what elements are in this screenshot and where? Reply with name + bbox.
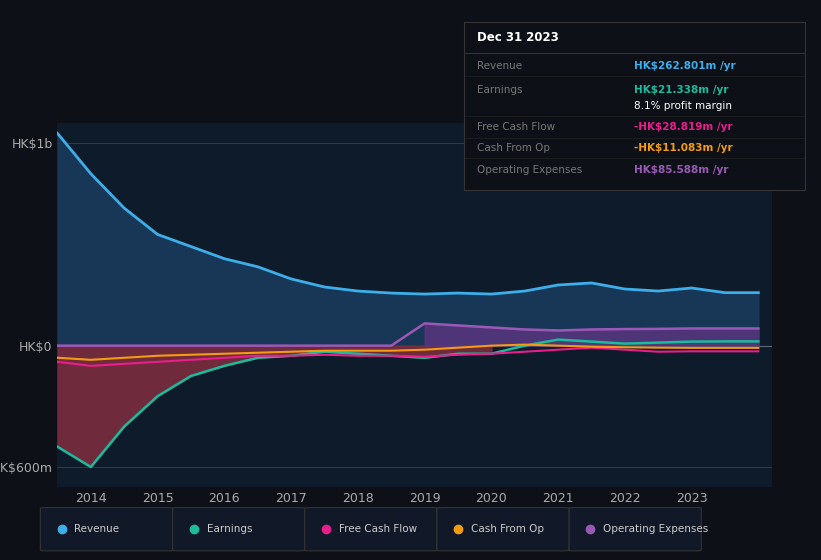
Text: HK$85.588m /yr: HK$85.588m /yr — [635, 165, 728, 175]
Text: Dec 31 2023: Dec 31 2023 — [478, 31, 559, 44]
Text: Cash From Op: Cash From Op — [478, 143, 551, 153]
Text: Earnings: Earnings — [207, 524, 252, 534]
Text: Revenue: Revenue — [75, 524, 120, 534]
Text: Operating Expenses: Operating Expenses — [603, 524, 709, 534]
FancyBboxPatch shape — [569, 507, 701, 551]
Text: Cash From Op: Cash From Op — [471, 524, 544, 534]
FancyBboxPatch shape — [172, 507, 305, 551]
Text: HK$262.801m /yr: HK$262.801m /yr — [635, 61, 736, 71]
Text: Free Cash Flow: Free Cash Flow — [339, 524, 417, 534]
Text: HK$21.338m /yr: HK$21.338m /yr — [635, 85, 728, 95]
FancyBboxPatch shape — [305, 507, 437, 551]
Text: -HK$28.819m /yr: -HK$28.819m /yr — [635, 122, 732, 132]
Text: Operating Expenses: Operating Expenses — [478, 165, 583, 175]
FancyBboxPatch shape — [40, 507, 172, 551]
Text: Free Cash Flow: Free Cash Flow — [478, 122, 556, 132]
Text: 8.1% profit margin: 8.1% profit margin — [635, 101, 732, 111]
Text: Revenue: Revenue — [478, 61, 523, 71]
FancyBboxPatch shape — [437, 507, 569, 551]
Text: -HK$11.083m /yr: -HK$11.083m /yr — [635, 143, 733, 153]
Text: Earnings: Earnings — [478, 85, 523, 95]
